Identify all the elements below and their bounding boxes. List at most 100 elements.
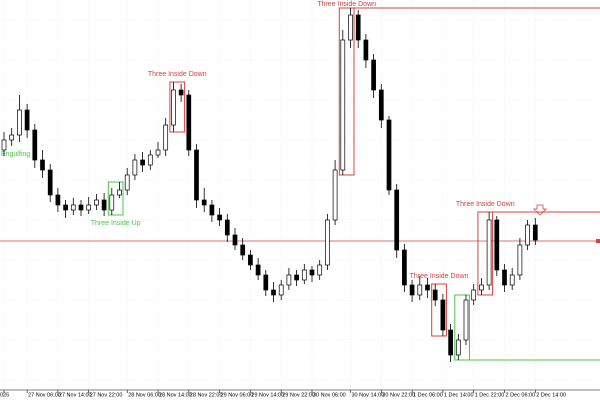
candle-body <box>55 194 61 206</box>
candle-body <box>294 274 299 281</box>
pattern-box <box>107 181 124 216</box>
candle-body <box>325 219 330 266</box>
candle-body <box>140 159 145 166</box>
candle-body <box>509 274 515 286</box>
x-tick-label: 29 Nov 14:00 <box>251 392 284 398</box>
pattern-box <box>477 211 494 296</box>
candle-body <box>494 219 500 271</box>
candle-body <box>17 109 22 136</box>
x-tick-label: 28 Nov 06:00 <box>128 392 161 398</box>
candle-body <box>24 109 30 131</box>
pattern-box <box>454 294 470 361</box>
candle-body <box>471 289 477 301</box>
candle-body <box>101 199 107 211</box>
candle-body <box>63 204 68 211</box>
candle-body <box>455 339 461 356</box>
candle-body <box>194 149 199 201</box>
candle-body <box>402 249 407 286</box>
x-tick-label: 30 Nov 22:00 <box>382 392 415 398</box>
candle-body <box>440 299 446 331</box>
candle-body <box>255 264 261 276</box>
pattern-label: Three Inside Down <box>456 201 515 208</box>
candle-body <box>9 134 15 141</box>
candle-body <box>201 199 207 206</box>
x-tick-label: 30 Nov 14:00 <box>352 392 385 398</box>
candle-body <box>86 204 92 211</box>
candle-body <box>525 224 530 246</box>
candle-body <box>417 284 423 296</box>
candle-body <box>479 284 484 291</box>
candle-body <box>178 89 184 96</box>
x-tick-label: 025 <box>0 392 9 398</box>
candle-body <box>232 234 238 246</box>
candle-body <box>32 129 38 161</box>
candle-body <box>271 289 276 296</box>
x-tick-label: 27 Nov 06:00 <box>28 392 61 398</box>
x-tick-label: 28 Nov 14:00 <box>159 392 192 398</box>
candle-body <box>147 154 153 166</box>
candle-body <box>371 59 376 91</box>
candle-body <box>425 284 430 291</box>
x-tick-label: 1 Dec 06:00 <box>413 392 443 398</box>
candle-body <box>248 254 253 266</box>
pattern-label: Engulfing <box>1 151 30 158</box>
x-tick-label: 29 Nov 06:00 <box>221 392 254 398</box>
candle-body <box>355 14 361 41</box>
x-tick-label: 2 Dec 06:00 <box>506 392 536 398</box>
candle-body <box>309 269 315 276</box>
candle-body <box>94 199 99 206</box>
candle-body <box>332 169 338 221</box>
candle-body <box>109 194 115 211</box>
candle-body <box>394 189 400 251</box>
x-tick-label: 30 Nov 06:00 <box>313 392 346 398</box>
candle-body <box>240 244 246 256</box>
candle-body <box>47 169 53 196</box>
candle-body <box>78 204 84 211</box>
candle-body <box>448 329 453 356</box>
candle-body <box>486 219 492 286</box>
x-tick-label: 1 Dec 22:00 <box>475 392 505 398</box>
candle-body <box>163 124 169 151</box>
candle-body <box>209 204 215 216</box>
candle-body <box>378 89 384 121</box>
candle-body <box>502 269 507 286</box>
candle-body <box>363 39 369 61</box>
candle-body <box>432 289 438 301</box>
candle-body <box>1 139 7 151</box>
candle-body <box>517 244 523 276</box>
candle-body <box>155 149 161 156</box>
candle-body <box>301 269 307 281</box>
pattern-box <box>431 283 447 337</box>
pattern-label: Three Inside Down <box>148 71 207 78</box>
x-tick-label: 1 Dec 14:00 <box>444 392 474 398</box>
pattern-box <box>169 81 186 133</box>
pattern-label: Three Inside Down <box>317 1 376 8</box>
candle-body <box>348 14 353 41</box>
candle-body <box>409 284 415 296</box>
candle-body <box>70 204 76 211</box>
candle-body <box>186 94 192 151</box>
candle-body <box>263 274 269 291</box>
x-tick-label: 29 Nov 22:00 <box>282 392 315 398</box>
candle-body <box>340 39 346 171</box>
candle-body <box>278 284 284 296</box>
x-tick-label: 27 Nov 14:00 <box>59 392 92 398</box>
candle-body <box>463 299 469 341</box>
candle-body <box>532 224 538 241</box>
candle-body <box>386 119 392 191</box>
candle-body <box>117 189 122 196</box>
pattern-label: Three Inside Down <box>410 273 469 280</box>
pattern-label: Three Inside Up <box>91 220 141 227</box>
candle-body <box>132 159 138 176</box>
x-tick-label: 27 Nov 22:00 <box>90 392 123 398</box>
pattern-box <box>338 7 355 176</box>
candle-body <box>124 174 130 191</box>
candle-body <box>217 214 222 221</box>
candle-body <box>171 89 176 126</box>
candle-body <box>286 274 292 286</box>
candle-body <box>40 159 45 171</box>
candle-body <box>317 264 323 276</box>
price-marker <box>596 239 600 243</box>
